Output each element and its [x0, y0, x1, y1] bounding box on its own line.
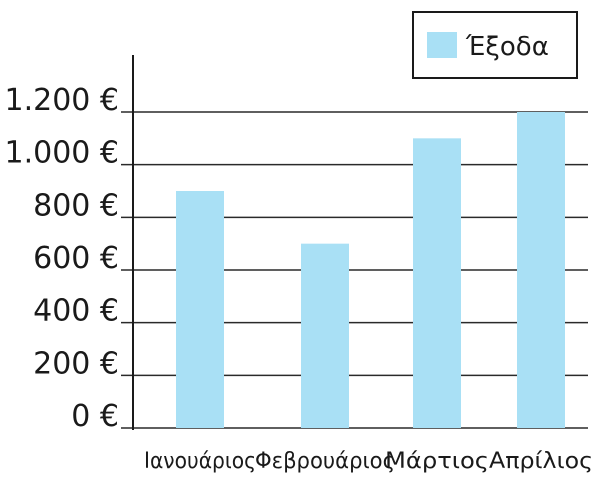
x-tick-label: Ιανουάριος — [144, 449, 256, 474]
bar — [176, 191, 224, 428]
bar — [517, 112, 565, 428]
y-tick-label: 200 € — [33, 346, 119, 381]
y-tick-label: 1.000 € — [4, 136, 119, 171]
bar — [413, 138, 461, 429]
x-tick-label: Φεβρουάριος — [255, 449, 395, 474]
legend-swatch — [427, 32, 457, 58]
bar — [301, 243, 349, 428]
y-tick-label: 600 € — [33, 241, 119, 276]
y-tick-label: 400 € — [33, 294, 119, 329]
y-tick-label: 1.200 € — [4, 83, 119, 118]
legend: Έξοδα — [412, 11, 578, 79]
x-tick-label: Απρίλιος — [489, 449, 593, 474]
x-tick-label: Μάρτιος — [385, 449, 489, 474]
y-tick-labels: 0 € 200 € 400 € 600 € 800 € 1.000 € 1.200 € — [4, 83, 119, 434]
y-tick-label: 800 € — [33, 188, 119, 223]
legend-label: Έξοδα — [465, 32, 549, 62]
y-tick-label: 0 € — [71, 399, 119, 434]
bars — [176, 112, 565, 429]
